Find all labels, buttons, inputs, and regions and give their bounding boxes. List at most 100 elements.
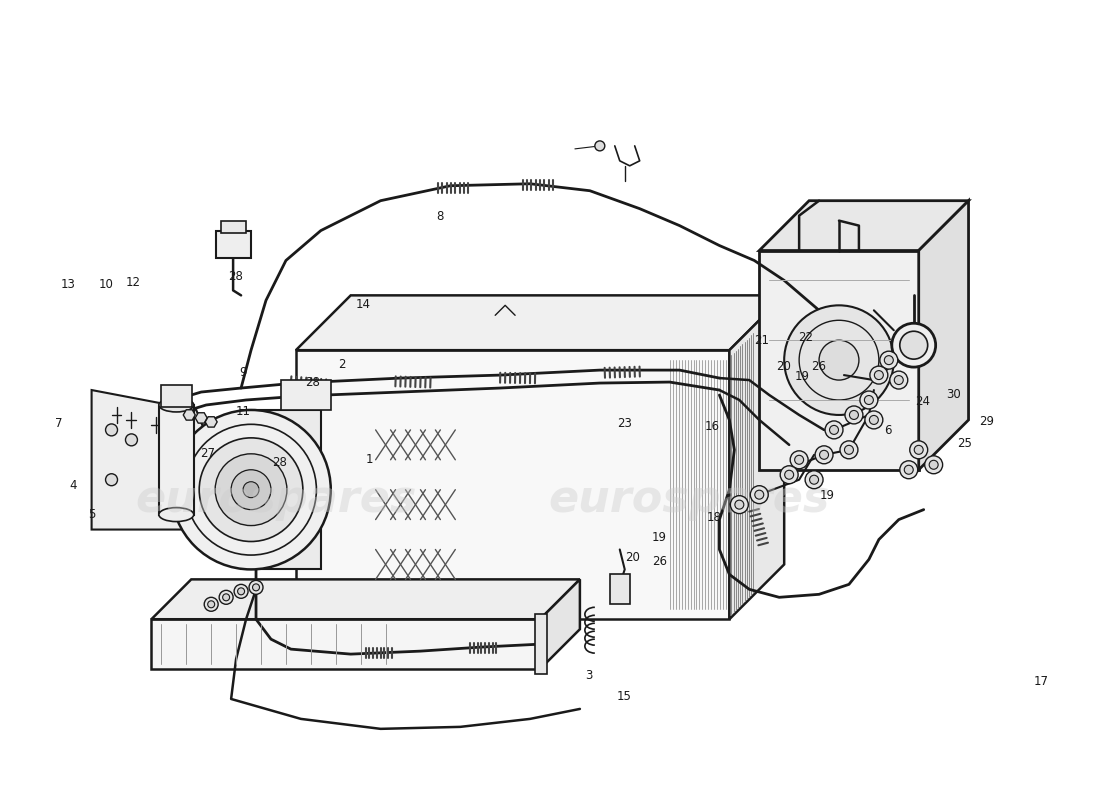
Bar [162,385,192,407]
Circle shape [216,454,287,526]
Circle shape [805,470,823,489]
Circle shape [219,590,233,604]
Circle shape [845,406,862,424]
Text: 28: 28 [272,456,287,469]
Circle shape [925,456,943,474]
Text: 21: 21 [755,334,769,346]
Polygon shape [184,410,195,420]
Polygon shape [206,417,217,427]
Circle shape [815,446,833,464]
Circle shape [849,410,858,419]
Circle shape [930,460,938,470]
Bar [241,410,321,570]
Circle shape [790,451,808,469]
Circle shape [880,351,898,369]
Bar [160,405,195,514]
Circle shape [234,584,249,598]
Text: 19: 19 [652,531,667,545]
Text: 9: 9 [240,366,246,378]
Polygon shape [759,201,968,250]
Circle shape [810,475,818,484]
Circle shape [755,490,763,499]
Text: 6: 6 [884,424,891,437]
Polygon shape [729,295,784,619]
Text: 11: 11 [235,406,251,418]
Circle shape [172,410,331,570]
Text: 18: 18 [707,511,722,525]
Text: 2: 2 [338,358,345,370]
Circle shape [892,323,936,367]
Circle shape [106,424,118,436]
Text: 24: 24 [915,395,931,408]
Circle shape [595,141,605,151]
Polygon shape [91,390,217,530]
Circle shape [231,470,271,510]
Text: 26: 26 [811,360,826,373]
Circle shape [238,588,244,595]
Circle shape [894,375,903,385]
Circle shape [845,446,854,454]
Text: eurospares: eurospares [549,478,830,521]
Text: 17: 17 [1034,675,1048,688]
Text: 19: 19 [820,489,835,502]
Polygon shape [195,413,207,423]
Bar [535,614,547,674]
Bar [280,380,331,410]
Text: 20: 20 [625,550,640,563]
Circle shape [869,415,879,425]
Circle shape [780,466,799,484]
Polygon shape [540,579,580,669]
Circle shape [870,366,888,384]
Circle shape [750,486,768,504]
Circle shape [208,601,214,608]
Circle shape [249,580,263,594]
Circle shape [860,391,878,409]
Text: 22: 22 [798,331,813,344]
Bar [609,574,629,604]
Text: 10: 10 [99,278,113,291]
Circle shape [794,455,804,464]
Text: 14: 14 [356,298,371,311]
Text: 12: 12 [126,275,141,289]
Circle shape [914,446,923,454]
Text: 20: 20 [776,360,791,373]
Circle shape [253,584,260,591]
Text: 7: 7 [55,418,63,430]
Polygon shape [152,579,580,619]
Circle shape [243,482,258,498]
Circle shape [106,474,118,486]
Circle shape [825,421,843,439]
Bar [217,230,251,258]
Circle shape [735,500,744,509]
Text: 1: 1 [365,454,373,466]
Text: eurospares: eurospares [135,478,417,521]
Circle shape [125,434,138,446]
Text: 15: 15 [617,690,632,703]
Text: 19: 19 [794,370,810,382]
Text: 3: 3 [585,669,592,682]
Text: 28: 28 [305,376,320,389]
Circle shape [865,395,873,405]
Circle shape [900,461,917,478]
Text: 4: 4 [69,479,77,492]
Circle shape [784,306,894,415]
Text: 5: 5 [88,507,96,521]
Text: 25: 25 [957,438,971,450]
Text: 13: 13 [60,278,75,291]
Circle shape [840,441,858,458]
Circle shape [820,340,859,380]
Text: 27: 27 [200,447,216,460]
Circle shape [829,426,838,434]
Circle shape [884,356,893,365]
Circle shape [890,371,908,389]
Ellipse shape [158,398,194,412]
Bar [296,350,729,619]
Text: 30: 30 [946,388,960,401]
Circle shape [730,496,748,514]
Circle shape [910,441,927,458]
Circle shape [904,466,913,474]
Bar [221,221,246,233]
Text: 26: 26 [652,555,667,568]
Circle shape [874,370,883,379]
Circle shape [865,411,883,429]
